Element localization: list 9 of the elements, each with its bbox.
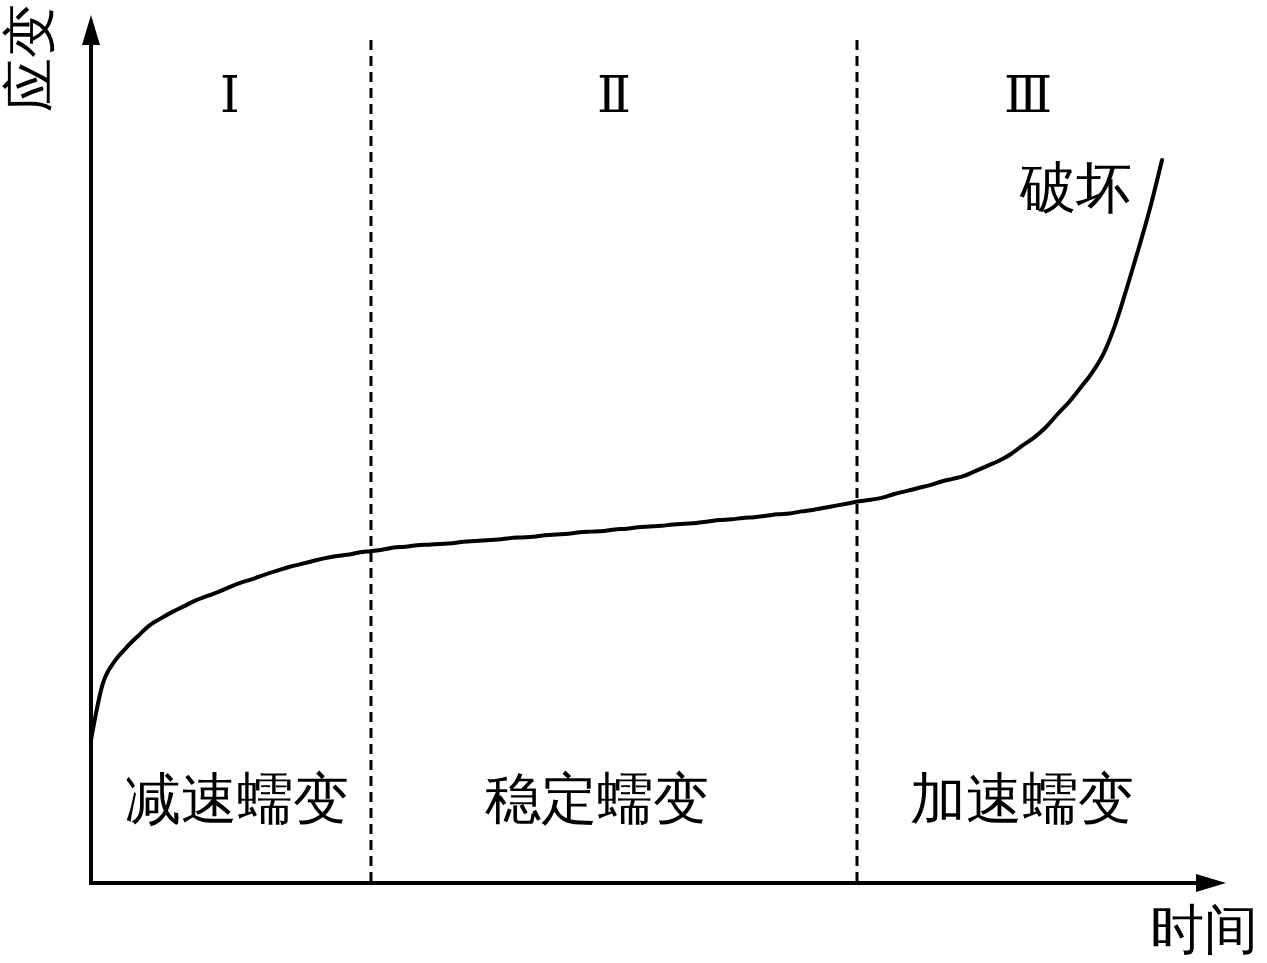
x-axis-title: 时间: [1150, 900, 1258, 960]
annotation: 破坏: [1020, 157, 1132, 219]
annotation: 减速蠕变: [125, 768, 349, 830]
annotation: 稳定蠕变: [485, 768, 709, 830]
annotation: 加速蠕变: [910, 768, 1134, 830]
y-axis-title: 应变: [0, 4, 60, 112]
annotation: Ⅱ: [597, 67, 631, 123]
annotation: Ⅲ: [1003, 67, 1053, 123]
annotation: Ⅰ: [220, 67, 240, 123]
